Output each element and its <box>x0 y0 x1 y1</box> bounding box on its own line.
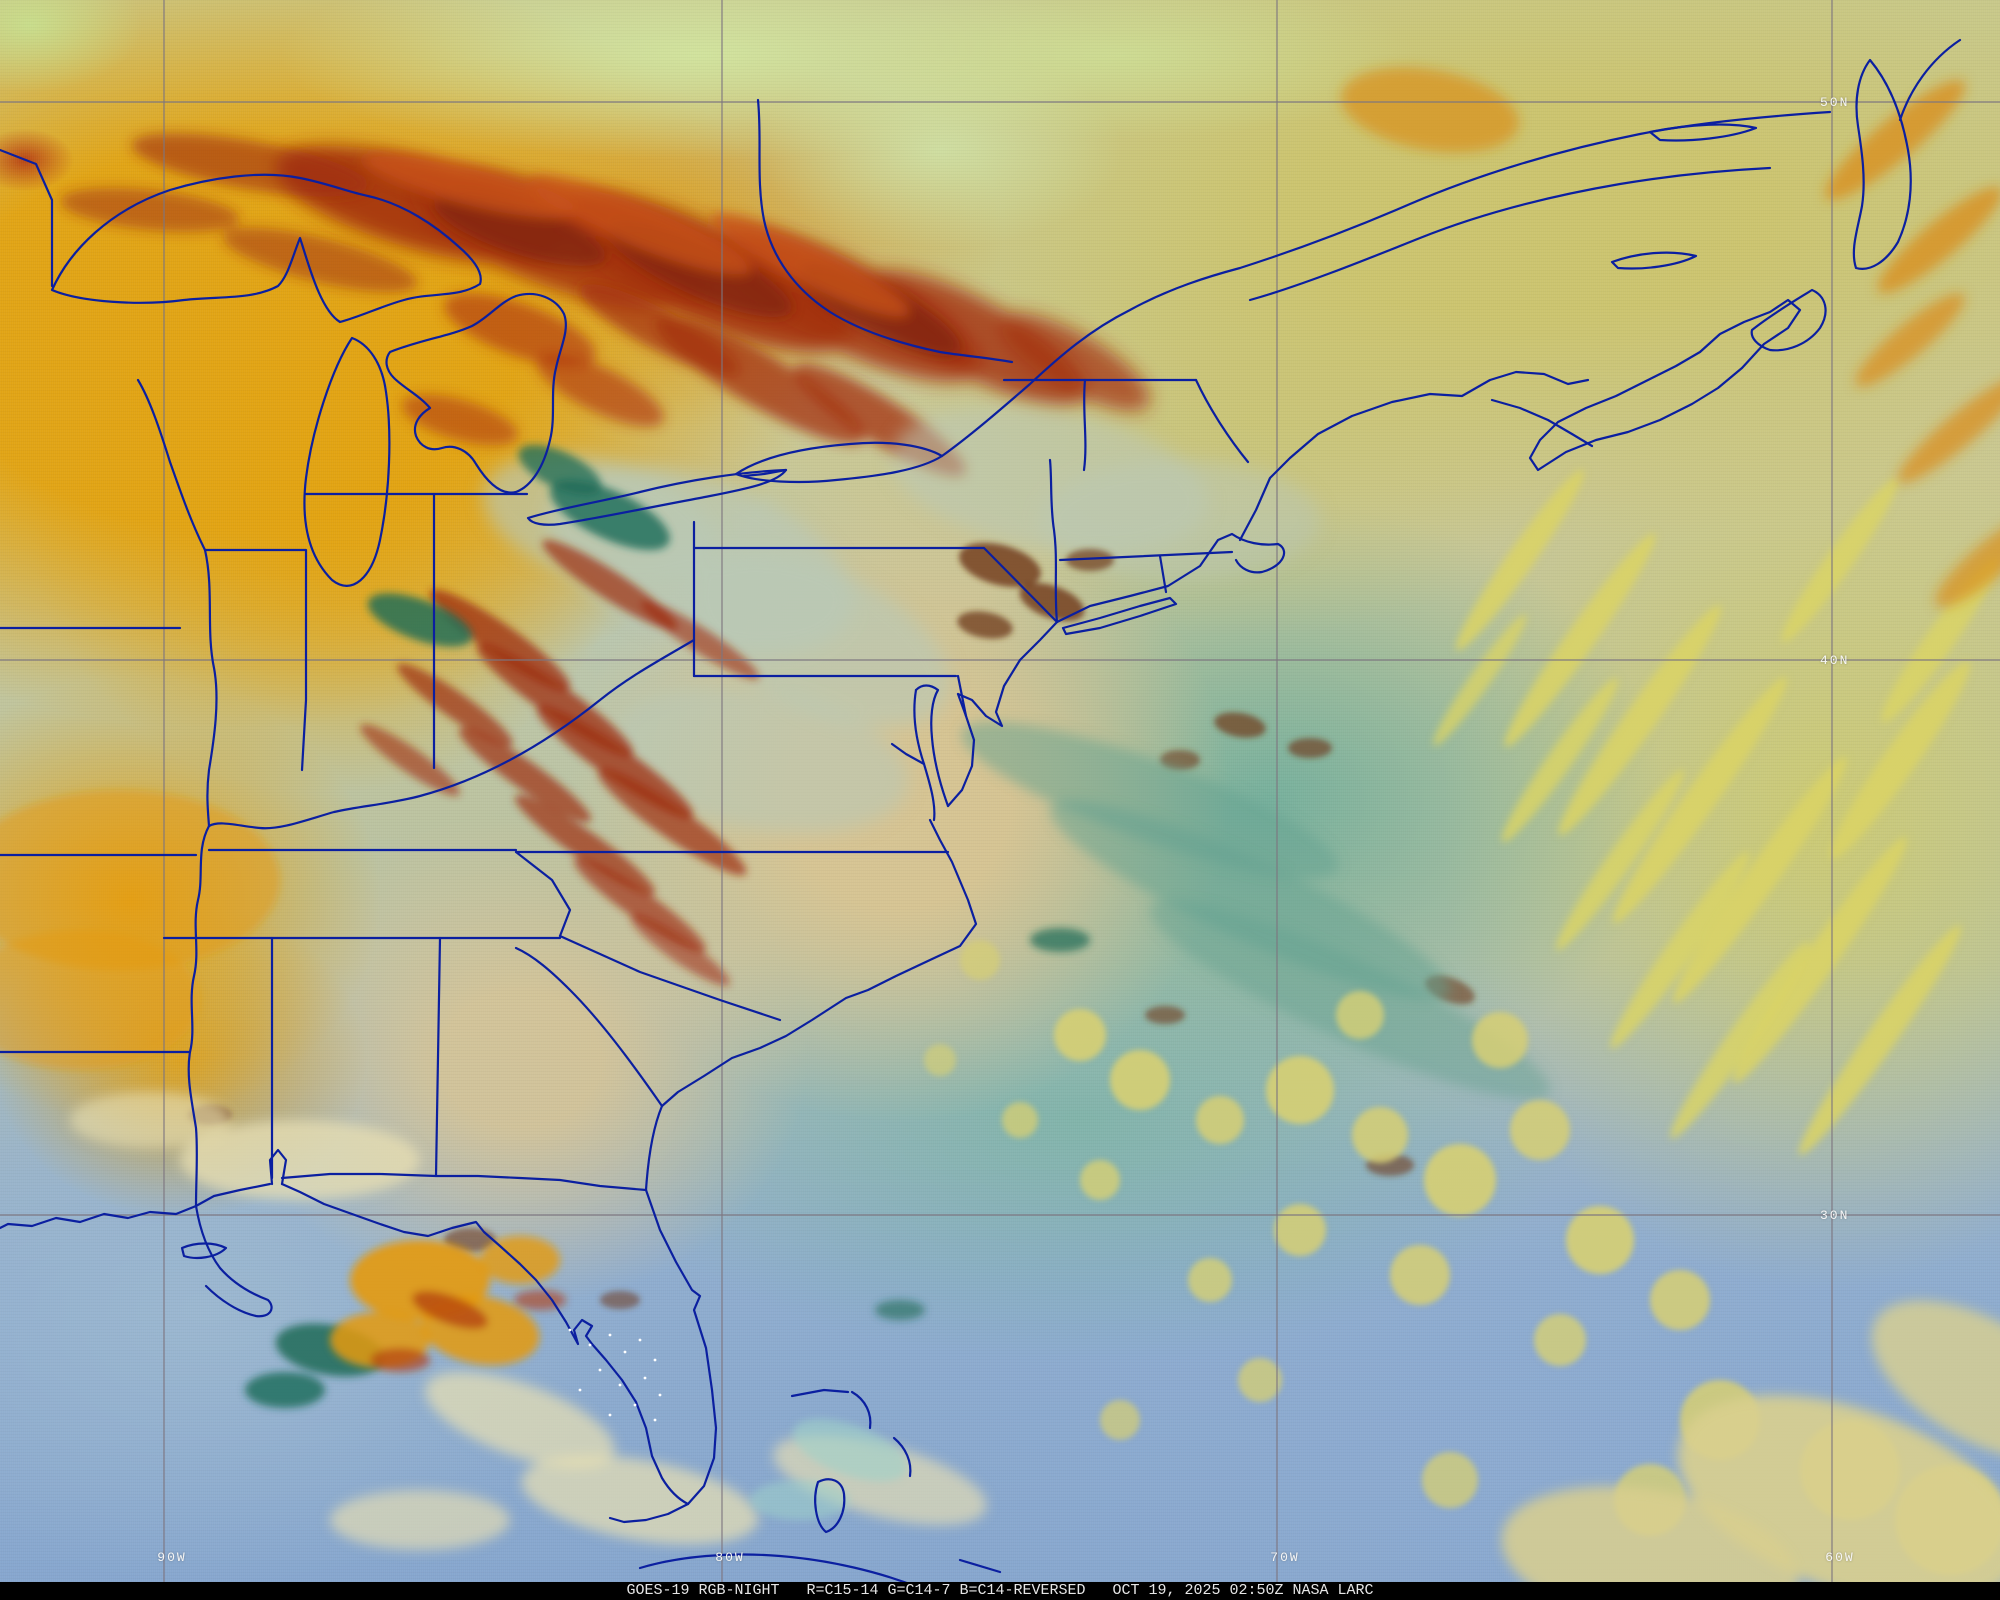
gulf-cream-clouds <box>70 1092 2000 1600</box>
lat-label-50n: 50N <box>1820 95 1850 110</box>
lon-label-60w: 60W <box>1825 1550 1855 1565</box>
delta-orange-cluster <box>0 790 566 1372</box>
lat-label-40n: 40N <box>1820 653 1850 668</box>
lon-label-80w: 80W <box>715 1550 745 1565</box>
top-right-orange-streaks <box>1824 80 2000 608</box>
cloud-streets <box>1433 469 1999 1155</box>
florida-speckle-dots <box>568 1328 662 1422</box>
caption-bar: GOES-19 RGB-NIGHT R=C15-14 G=C14-7 B=C14… <box>0 1582 2000 1600</box>
ocean-teal-texture <box>961 721 1551 1100</box>
lat-label-30n: 30N <box>1820 1208 1850 1223</box>
lon-label-70w: 70W <box>1270 1550 1300 1565</box>
coastline-and-state-boundaries <box>0 38 1962 1590</box>
caption-text: GOES-19 RGB-NIGHT R=C15-14 G=C14-7 B=C14… <box>626 1582 1374 1599</box>
lon-label-90w: 90W <box>157 1550 187 1565</box>
bahama-banks <box>750 1418 908 1520</box>
front-core-streaks <box>60 67 1519 477</box>
